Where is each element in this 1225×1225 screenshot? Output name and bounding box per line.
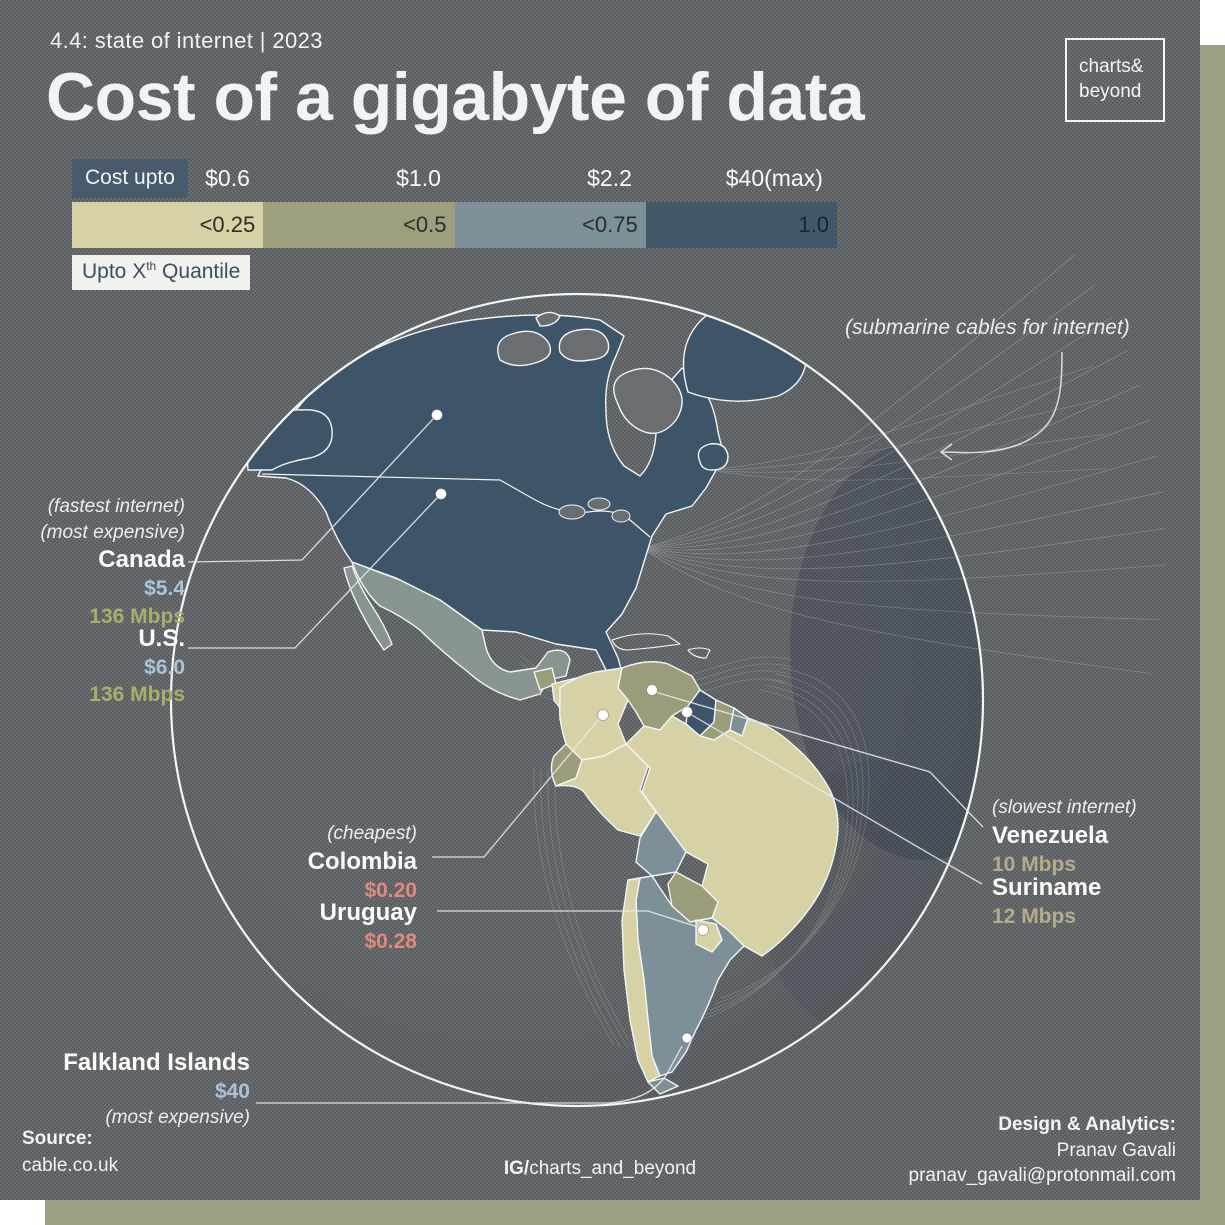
legend-color-bar: <0.25 <0.5 <0.75 1.0: [72, 202, 837, 248]
falkland-price: $40: [214, 1080, 250, 1103]
canada-name: Canada: [98, 546, 185, 574]
main-panel: 4.4: state of internet | 2023 Cost of a …: [0, 0, 1200, 1200]
annotation-canada: (fastest internet) (most expensive) Cana…: [0, 494, 185, 630]
colombia-note: (cheapest): [327, 823, 417, 844]
ig-handle: charts_and_beyond: [529, 1158, 697, 1179]
leader-venezuela: [654, 691, 984, 828]
credit-email: pranav_gavali@protonmail.com: [908, 1165, 1176, 1187]
legend-cost-2: $2.2: [587, 164, 632, 191]
marker-venezuela: [646, 684, 658, 696]
legend-quantile-tag: Upto Xth Quantile: [72, 255, 251, 290]
legend-band-q100: 1.0: [645, 202, 837, 248]
country-venezuela: [617, 661, 701, 731]
credit-block: Design & Analytics: Pranav Gavali pranav…: [909, 1112, 1176, 1189]
annotation-uruguay: Uruguay $0.28: [220, 898, 417, 955]
legend-band-q075: <0.75: [454, 202, 646, 248]
source-label: Source:: [22, 1128, 93, 1149]
leader-us: [188, 496, 439, 649]
marker-suriname: [681, 706, 693, 718]
globe-outline: [169, 292, 985, 1108]
great-lakes: [558, 497, 631, 523]
uruguay-price: $0.28: [364, 930, 417, 953]
marker-uruguay: [697, 924, 709, 936]
annotation-suriname: Suriname 12 Mbps: [992, 873, 1101, 930]
marker-canada: [431, 409, 443, 421]
island-cuba: [611, 633, 681, 651]
annotation-falkland: Falkland Islands $40 (most expensive): [0, 1048, 250, 1131]
country-markers: [431, 409, 709, 1044]
brand-logo-line1: charts&: [1079, 56, 1144, 78]
colombia-name: Colombia: [307, 847, 417, 875]
leader-colombia: [432, 717, 601, 858]
country-bolivia: [635, 811, 687, 877]
quantile-suffix: Quantile: [156, 260, 241, 283]
marker-colombia: [597, 709, 609, 721]
country-chile: [621, 877, 661, 1083]
cables-annotation: (submarine cables for internet): [845, 316, 1130, 339]
source-value: cable.co.uk: [22, 1154, 119, 1176]
quantile-prefix: Upto X: [82, 260, 147, 283]
canada-note-fastest: (fastest internet): [47, 496, 185, 517]
instagram-handle: IG/charts_and_beyond: [0, 1158, 1200, 1180]
legend-cost-0: $0.6: [205, 164, 250, 191]
quantile-sup: th: [146, 259, 157, 273]
country-mexico-baja: [343, 565, 393, 651]
legend: Cost upto $0.6 $1.0 $2.2 $40(max) <0.25 …: [72, 158, 837, 290]
us-speed: 136 Mbps: [89, 683, 185, 707]
annotation-venezuela: (slowest internet) Venezuela 10 Mbps: [992, 795, 1137, 878]
canada-note-expensive: (most expensive): [40, 521, 185, 543]
leader-lines: [187, 417, 984, 1104]
page-title: Cost of a gigabyte of data: [46, 59, 865, 135]
brand-logo-line2: beyond: [1079, 81, 1142, 102]
country-mexico: [351, 561, 571, 701]
marker-falkland: [681, 1032, 693, 1044]
canada-price: $5.4: [144, 577, 185, 601]
kicker: 4.4: state of internet | 2023: [50, 28, 323, 53]
falkland-name: Falkland Islands: [63, 1049, 250, 1076]
leader-falkland: [256, 1045, 683, 1104]
legend-cost-row: Cost upto $0.6 $1.0 $2.2 $40(max): [72, 158, 837, 198]
ig-prefix: IG/: [503, 1158, 530, 1179]
suriname-speed: 12 Mbps: [992, 905, 1077, 928]
credit-name: Pranav Gavali: [1056, 1139, 1176, 1161]
venezuela-speed: 10 Mbps: [992, 852, 1077, 876]
arctic-islands: [497, 311, 683, 434]
credit-label: Design & Analytics:: [998, 1114, 1176, 1135]
uruguay-name: Uruguay: [319, 899, 417, 926]
country-peru: [555, 743, 657, 837]
leader-canada: [187, 417, 435, 563]
annotation-colombia: (cheapest) Colombia $0.20: [220, 821, 417, 904]
source-block: Source: cable.co.uk: [22, 1126, 118, 1179]
marker-us: [435, 488, 447, 500]
canada-speed: 136 Mbps: [89, 604, 185, 628]
legend-band-q025: <0.25: [72, 202, 264, 248]
legend-cost-upto-label: Cost upto: [72, 158, 188, 198]
country-tierra-del-fuego: [647, 1077, 679, 1095]
falkland-note: (most expensive): [105, 1107, 250, 1129]
country-colombia: [558, 667, 629, 761]
colombia-price: $0.20: [364, 878, 417, 902]
suriname-name: Suriname: [992, 874, 1102, 901]
venezuela-name: Venezuela: [992, 821, 1109, 849]
legend-band-q050: <0.5: [263, 202, 455, 248]
us-name: U.S.: [138, 625, 185, 652]
leader-suriname: [689, 713, 983, 885]
leader-uruguay: [437, 910, 699, 928]
island-hispaniola: [687, 647, 711, 659]
brand-logo: charts& beyond: [1065, 38, 1165, 122]
annotation-us: U.S. $6.0 136 Mbps: [0, 624, 185, 709]
us-price: $6.0: [144, 656, 185, 679]
country-newfoundland: [697, 443, 729, 471]
legend-cost-1: $1.0: [396, 164, 441, 191]
legend-cost-3: $40(max): [725, 164, 823, 191]
americas-globe-map: [169, 253, 1167, 1108]
venezuela-note: (slowest internet): [992, 797, 1137, 818]
cables-arrow: [939, 351, 1063, 461]
